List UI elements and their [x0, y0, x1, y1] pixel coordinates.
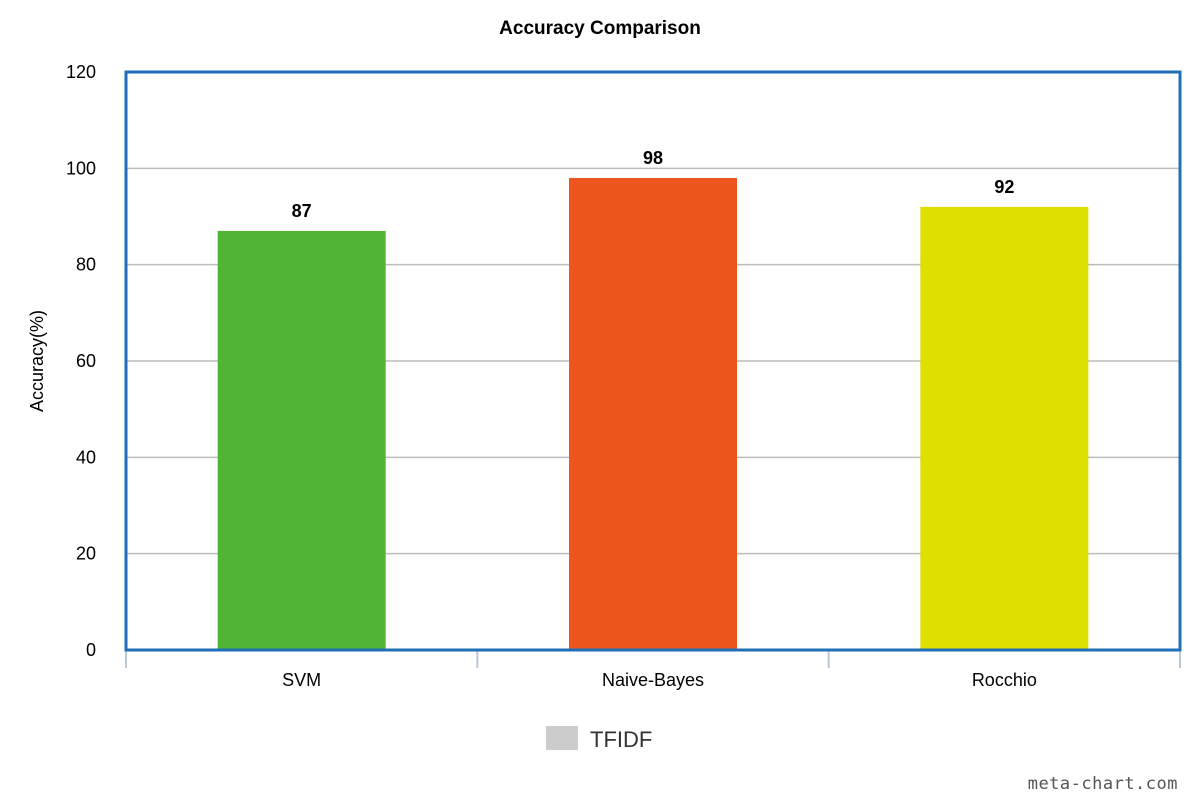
bar-svm[interactable] [217, 230, 386, 650]
y-tick-label-0: 0 [86, 640, 96, 660]
data-labels: 87 98 92 [292, 148, 1015, 221]
legend-label-tfidf[interactable]: TFIDF [590, 727, 652, 752]
y-axis-ticks: 0 20 40 60 80 100 120 [66, 62, 96, 660]
y-tick-label-80: 80 [76, 255, 96, 275]
y-axis-label: Accuracy(%) [27, 310, 47, 412]
chart-title: Accuracy Comparison [499, 18, 701, 39]
y-tick-label-60: 60 [76, 351, 96, 371]
x-tick-label-svm: SVM [282, 670, 321, 690]
legend[interactable]: TFIDF [546, 726, 652, 752]
x-tick-label-rocchio: Rocchio [972, 670, 1037, 690]
bar-naive-bayes[interactable] [569, 177, 737, 650]
data-label-rocchio: 92 [994, 177, 1014, 197]
legend-swatch-tfidf[interactable] [546, 726, 578, 750]
x-axis-ticks: SVM Naive-Bayes Rocchio [125, 650, 1181, 690]
y-tick-label-100: 100 [66, 158, 96, 178]
y-tick-label-120: 120 [66, 62, 96, 82]
data-label-svm: 87 [292, 201, 312, 221]
x-tick-label-naive-bayes: Naive-Bayes [602, 670, 704, 690]
plot-frame [124, 70, 1182, 652]
y-tick-label-40: 40 [76, 447, 96, 467]
watermark: meta-chart.com [1027, 774, 1178, 794]
bars [217, 177, 1089, 650]
y-tick-label-20: 20 [76, 544, 96, 564]
data-label-naive-bayes: 98 [643, 148, 663, 168]
bar-rocchio[interactable] [920, 206, 1089, 650]
